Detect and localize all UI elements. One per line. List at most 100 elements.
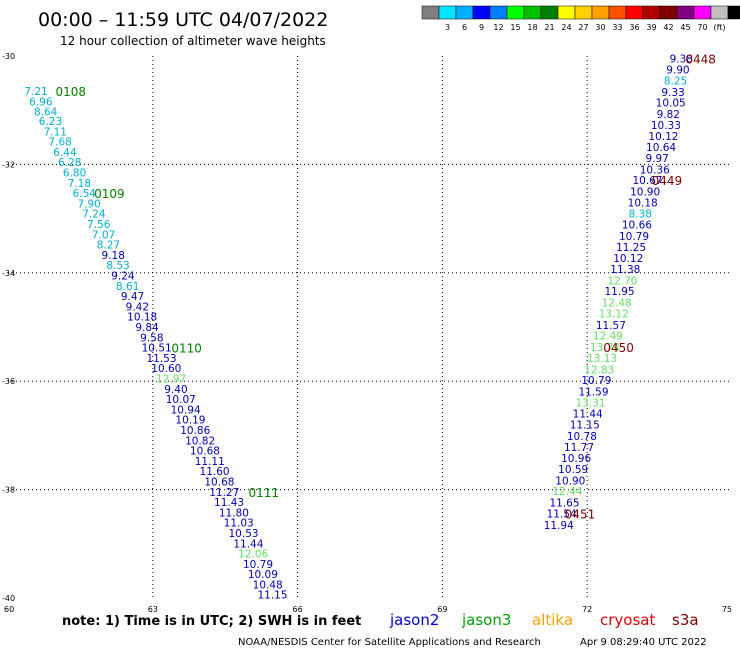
wave-height-value: 12.83 xyxy=(584,364,614,376)
colorbar-swatch xyxy=(608,5,627,20)
colorbar-label: 15 xyxy=(510,23,520,32)
wave-height-value: 10.86 xyxy=(180,425,210,437)
wave-height-value: 10.82 xyxy=(185,435,215,447)
wave-height-value: 7.68 xyxy=(48,137,71,149)
wave-height-value: 7.21 xyxy=(24,86,47,98)
wave-height-value: 9.38 xyxy=(670,54,693,66)
wave-height-value: 9.82 xyxy=(657,109,680,121)
wave-height-value: 8.27 xyxy=(97,240,120,252)
wave-height-value: 10.51 xyxy=(142,343,172,355)
colorbar-label: 6 xyxy=(462,23,467,32)
wave-height-value: 10.53 xyxy=(229,528,259,540)
wave-height-value: 10.79 xyxy=(243,559,273,571)
wave-height-value: 9.84 xyxy=(135,322,159,334)
wave-height-value: 13.74 xyxy=(590,342,620,354)
wave-height-value: 6.54 xyxy=(73,188,97,200)
wave-height-value: 10.33 xyxy=(651,120,681,132)
wave-height-value: 11.57 xyxy=(596,320,626,332)
track-time-label: 0450 xyxy=(603,341,634,355)
colorbar-swatch xyxy=(710,5,729,20)
wave-height-value: 10.64 xyxy=(646,142,676,154)
wave-height-value: 9.33 xyxy=(661,87,684,99)
wave-height-value: 10.59 xyxy=(558,464,588,476)
colorbar-swatch xyxy=(472,5,491,20)
colorbar-label: 70 xyxy=(697,23,707,32)
wave-height-value: 9.24 xyxy=(111,271,135,283)
colorbar-label: 24 xyxy=(561,23,571,32)
wave-height-value: 10.79 xyxy=(581,375,611,387)
wave-height-value: 11.11 xyxy=(195,456,225,468)
track-time-label: 0109 xyxy=(94,187,125,201)
wave-height-value: 10.12 xyxy=(648,131,678,143)
wave-height-value: 10.96 xyxy=(561,453,591,465)
legend-altika: altika xyxy=(532,611,573,629)
x-tick-label: 66 xyxy=(293,605,303,614)
x-tick-label: 72 xyxy=(582,605,592,614)
wave-height-value: 11.44 xyxy=(233,538,263,550)
plot-grid xyxy=(8,56,732,598)
wave-height-value: 10.12 xyxy=(613,253,643,265)
legend-s3a: s3a xyxy=(672,611,699,629)
wave-height-value: 6.23 xyxy=(39,116,62,128)
wave-height-value: 10.90 xyxy=(555,475,585,487)
wave-height-value: 11.53 xyxy=(146,353,176,365)
wave-height-value: 9.40 xyxy=(164,384,187,396)
wave-height-value: 10.79 xyxy=(619,231,649,243)
wave-height-value: 7.24 xyxy=(82,209,106,221)
wave-height-value: 9.58 xyxy=(140,332,163,344)
colorbar-swatch xyxy=(642,5,661,20)
wave-height-value: 6.28 xyxy=(58,157,81,169)
wave-height-value: 12.49 xyxy=(593,331,623,343)
chart-subtitle: 12 hour collection of altimeter wave hei… xyxy=(60,34,326,48)
colorbar-label: 27 xyxy=(578,23,588,32)
y-tick-label: -34 xyxy=(2,269,15,278)
wave-height-value: 9.97 xyxy=(645,153,668,165)
y-tick-label: -36 xyxy=(2,377,15,386)
wave-height-value: 10.18 xyxy=(127,312,157,324)
wave-height-value: 11.03 xyxy=(224,518,254,530)
wave-height-value: 10.66 xyxy=(622,220,652,232)
track-time-label: 0111 xyxy=(249,486,280,500)
wave-height-value: 8.61 xyxy=(116,281,139,293)
wave-height-value: 10.05 xyxy=(656,98,686,110)
x-axis-tick-labels: 60 63 66 69 72 75 xyxy=(4,605,732,614)
wave-height-value: 12.48 xyxy=(602,298,632,310)
wave-height-value: 13.13 xyxy=(587,353,617,365)
wave-height-value: 13.12 xyxy=(599,308,629,320)
colorbar-swatch xyxy=(676,5,695,20)
wave-height-value: 11.95 xyxy=(605,286,635,298)
wave-height-value: 11.43 xyxy=(214,497,244,509)
wave-height-value: 6.80 xyxy=(63,168,86,180)
colorbar-label: 45 xyxy=(680,23,690,32)
chart-title: 00:00 – 11:59 UTC 04/07/2022 xyxy=(38,9,328,31)
colorbar-label: 3 xyxy=(445,23,450,32)
wave-height-value: 11.15 xyxy=(257,590,287,602)
wave-height-value: 11.44 xyxy=(573,409,603,421)
footer-credit: NOAA/NESDIS Center for Satellite Applica… xyxy=(238,637,541,648)
wave-height-value: 8.53 xyxy=(106,260,129,272)
track-time-labels: 0108 0109 0110 0111 0448 0449 0450 0451 xyxy=(55,53,715,522)
y-tick-label: -40 xyxy=(2,594,15,603)
wave-height-value: 7.18 xyxy=(68,178,91,190)
wave-height-value: 10.60 xyxy=(151,363,181,375)
y-tick-label: -30 xyxy=(2,52,15,61)
wave-height-value: 6.96 xyxy=(29,97,53,109)
colorbar-label: 42 xyxy=(663,23,673,32)
wave-height-value: 12.06 xyxy=(238,549,268,561)
colorbar-swatch xyxy=(557,5,576,20)
legend-jason2: jason2 xyxy=(389,611,439,629)
wave-height-value: 11.94 xyxy=(544,520,574,532)
legend-cryosat: cryosat xyxy=(600,611,655,629)
track-time-label: 0451 xyxy=(565,507,596,521)
wave-height-value: 10.18 xyxy=(628,197,658,209)
wave-height-value: 7.07 xyxy=(92,229,115,241)
track-time-label: 0110 xyxy=(171,342,202,356)
y-tick-label: -38 xyxy=(2,486,15,495)
wave-height-value: 8.38 xyxy=(629,209,652,221)
wave-height-value: 11.60 xyxy=(200,466,230,478)
colorbar-label: (ft) xyxy=(713,23,725,32)
colorbar-swatch xyxy=(438,5,457,20)
wave-height-value: 8.64 xyxy=(34,106,58,118)
wave-height-value: 6.44 xyxy=(53,147,77,159)
